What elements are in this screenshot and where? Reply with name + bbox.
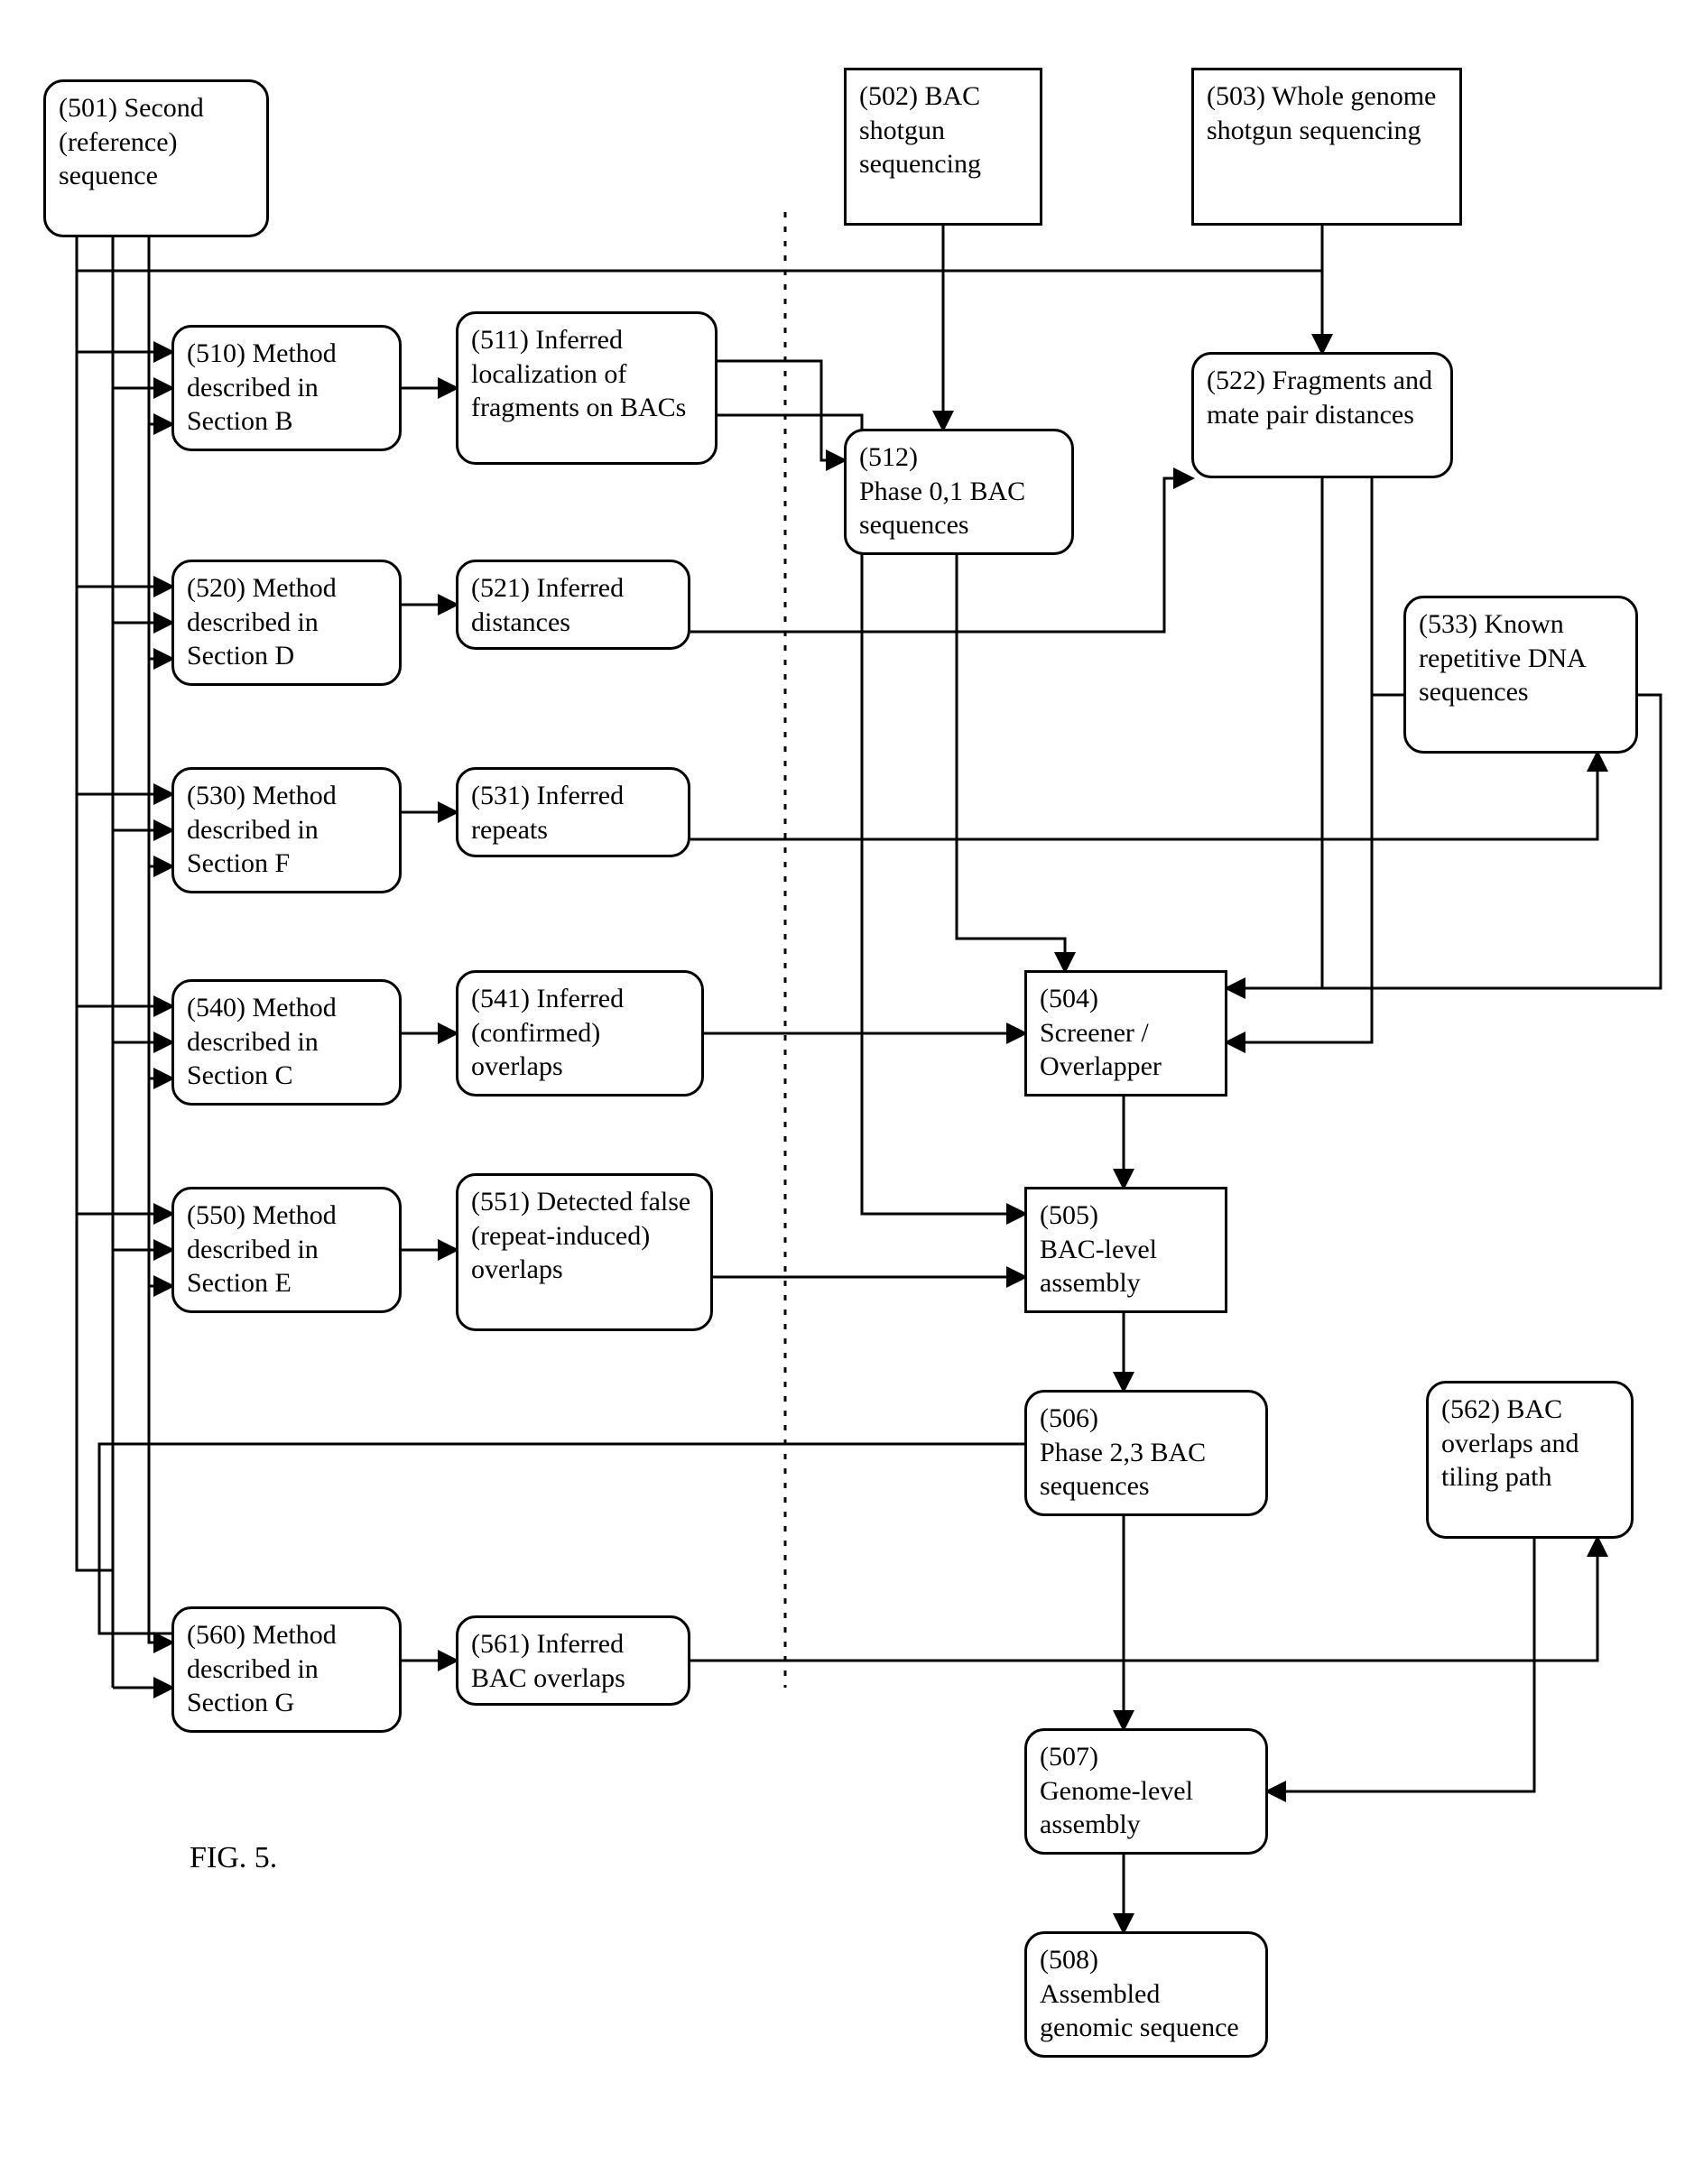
node-n550: (550) Method described in Section E xyxy=(171,1187,402,1313)
edge-40 xyxy=(1227,478,1372,1042)
node-n520: (520) Method described in Section D xyxy=(171,560,402,686)
node-n540: (540) Method described in Section C xyxy=(171,979,402,1106)
node-n511: (511) Inferred localization of fragments… xyxy=(456,311,718,465)
node-n501: (501) Second (reference) sequence xyxy=(43,79,269,237)
edge-31 xyxy=(718,361,844,460)
node-n531: (531) Inferred repeats xyxy=(456,767,690,857)
node-n508: (508)Assembled genomic sequence xyxy=(1024,1931,1268,2058)
node-n533: (533) Known repetitive DNA sequences xyxy=(1403,596,1638,754)
node-n530: (530) Method described in Section F xyxy=(171,767,402,893)
node-n521: (521) Inferred distances xyxy=(456,560,690,650)
node-n512: (512)Phase 0,1 BAC sequences xyxy=(844,429,1074,555)
node-n560: (560) Method described in Section G xyxy=(171,1606,402,1733)
node-n541: (541) Inferred (confirmed) overlaps xyxy=(456,970,704,1097)
node-n502: (502) BAC shotgun sequencing xyxy=(844,68,1042,226)
node-n551: (551) Detected false (repeat-induced) ov… xyxy=(456,1173,713,1331)
edge-47 xyxy=(1268,1539,1534,1791)
flowchart-canvas: (501) Second (reference) sequence (502) B… xyxy=(0,0,1685,2184)
edge-38 xyxy=(957,555,1065,970)
node-n561: (561) Inferred BAC overlaps xyxy=(456,1615,690,1706)
node-n504: (504)Screener / Overlapper xyxy=(1024,970,1227,1097)
node-n522: (522) Fragments and mate pair distances xyxy=(1191,352,1453,478)
node-n562: (562) BAC overlaps and tiling path xyxy=(1426,1381,1634,1539)
edge-34 xyxy=(690,754,1597,839)
node-n507: (507)Genome-level assembly xyxy=(1024,1728,1268,1855)
edge-24 xyxy=(77,271,113,1570)
edge-48 xyxy=(99,1444,1024,1633)
node-n503: (503) Whole genome shotgun sequencing xyxy=(1191,68,1462,226)
figure-caption: FIG. 5. xyxy=(190,1841,277,1875)
node-n505: (505)BAC-level assembly xyxy=(1024,1187,1227,1313)
edge-37 xyxy=(690,1539,1597,1661)
node-n506: (506)Phase 2,3 BAC sequences xyxy=(1024,1390,1268,1516)
edge-39 xyxy=(1227,478,1322,988)
edge-23 xyxy=(149,1570,171,1643)
node-n510: (510) Method described in Section B xyxy=(171,325,402,451)
